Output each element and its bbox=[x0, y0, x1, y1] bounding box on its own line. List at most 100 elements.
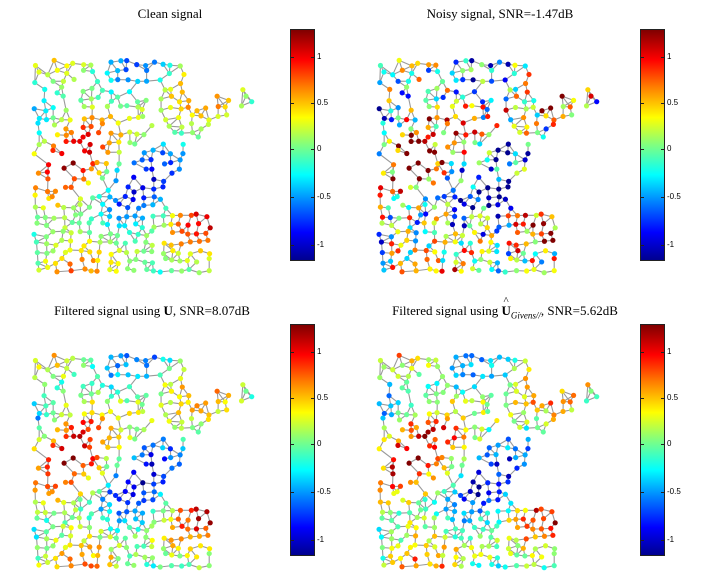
graph-edge bbox=[378, 448, 394, 461]
graph-node bbox=[116, 542, 122, 549]
graph-node bbox=[135, 526, 141, 532]
graph-node bbox=[122, 518, 128, 524]
graph-node bbox=[34, 515, 40, 521]
graph-node bbox=[426, 62, 432, 68]
graph-node bbox=[51, 122, 58, 128]
graph-node bbox=[539, 554, 545, 560]
graph-node bbox=[122, 240, 128, 246]
graph-node bbox=[472, 434, 478, 441]
graph-node bbox=[149, 461, 155, 467]
graph-node bbox=[51, 215, 57, 221]
graph-edge bbox=[240, 384, 244, 401]
graph-node bbox=[86, 524, 93, 531]
graph-node bbox=[468, 67, 474, 73]
graph-node bbox=[214, 93, 220, 99]
graph-node bbox=[476, 189, 482, 195]
graph-node bbox=[389, 536, 395, 542]
graph-node bbox=[502, 491, 509, 497]
graph-node bbox=[472, 258, 478, 264]
graph-node bbox=[512, 151, 518, 157]
graph-node bbox=[63, 402, 69, 408]
graph-node bbox=[424, 256, 430, 262]
graph-node bbox=[512, 446, 518, 452]
graph-node bbox=[543, 421, 549, 427]
graph-node bbox=[502, 196, 509, 202]
graph-node bbox=[513, 242, 519, 248]
graph-node bbox=[443, 211, 449, 217]
graph-node bbox=[206, 268, 212, 274]
graph-node bbox=[453, 89, 459, 95]
graph-node bbox=[461, 161, 467, 167]
graph-node bbox=[167, 399, 174, 406]
graph-node bbox=[194, 403, 200, 409]
graph-node bbox=[570, 392, 577, 398]
graph-node bbox=[434, 115, 440, 121]
graph-node bbox=[488, 97, 494, 103]
graph-node bbox=[494, 543, 500, 550]
graph-node bbox=[488, 373, 495, 379]
graph-node bbox=[59, 255, 65, 262]
graph-node bbox=[160, 213, 166, 219]
graph-node bbox=[531, 98, 537, 104]
graph-node bbox=[71, 138, 77, 144]
graph-node bbox=[45, 559, 51, 565]
graph-node bbox=[62, 215, 68, 221]
graph-node bbox=[131, 562, 137, 568]
graph-node bbox=[512, 62, 518, 68]
graph-node bbox=[134, 543, 140, 550]
graph-node bbox=[50, 410, 56, 416]
graph-node bbox=[399, 269, 405, 275]
graph-node bbox=[116, 223, 122, 229]
graph-node bbox=[63, 433, 69, 440]
graph-node bbox=[523, 425, 530, 431]
graph-node bbox=[462, 398, 469, 404]
graph-node bbox=[412, 261, 418, 267]
graph-node bbox=[399, 132, 406, 138]
graph-node bbox=[88, 268, 94, 274]
graph-node bbox=[122, 488, 128, 495]
graph-node bbox=[479, 426, 485, 432]
graph-node bbox=[113, 178, 119, 184]
graph-node bbox=[104, 464, 110, 470]
graph-node bbox=[449, 516, 456, 523]
graph-node bbox=[551, 268, 557, 274]
graph-node bbox=[552, 520, 558, 526]
graph-node bbox=[100, 220, 106, 226]
graph-node bbox=[44, 188, 51, 195]
graph-node bbox=[560, 408, 566, 415]
graph-node bbox=[87, 249, 93, 255]
graph-node bbox=[462, 103, 469, 109]
graph-node bbox=[104, 516, 111, 523]
graph-node bbox=[551, 251, 558, 257]
graph-node bbox=[485, 185, 491, 191]
graph-node bbox=[40, 205, 46, 211]
graph-node bbox=[376, 231, 382, 237]
graph-node bbox=[441, 193, 447, 200]
graph-node bbox=[141, 195, 147, 201]
graph-node bbox=[399, 90, 405, 96]
graph-node bbox=[433, 418, 439, 425]
graph-node bbox=[388, 412, 395, 418]
graph-node bbox=[506, 473, 512, 479]
graph-node bbox=[206, 412, 212, 418]
graph-node bbox=[376, 401, 382, 407]
graph-node bbox=[141, 150, 147, 156]
graph-node bbox=[178, 425, 185, 431]
graph-node bbox=[143, 392, 149, 398]
graph-node bbox=[126, 410, 133, 416]
graph-node bbox=[161, 240, 167, 246]
graph-node bbox=[534, 112, 540, 118]
graph-node bbox=[105, 149, 111, 155]
graph-node bbox=[81, 398, 87, 405]
graph-node bbox=[176, 99, 183, 105]
graph-node bbox=[511, 123, 517, 129]
colorbar-tick bbox=[641, 398, 644, 399]
graph-node bbox=[531, 561, 537, 568]
graph-node bbox=[135, 399, 141, 405]
graph-node bbox=[103, 455, 109, 462]
graph-node bbox=[379, 509, 386, 515]
graph-node bbox=[52, 188, 59, 194]
graph-node bbox=[404, 379, 410, 385]
graph-node bbox=[416, 176, 422, 182]
graph-node bbox=[387, 86, 393, 92]
